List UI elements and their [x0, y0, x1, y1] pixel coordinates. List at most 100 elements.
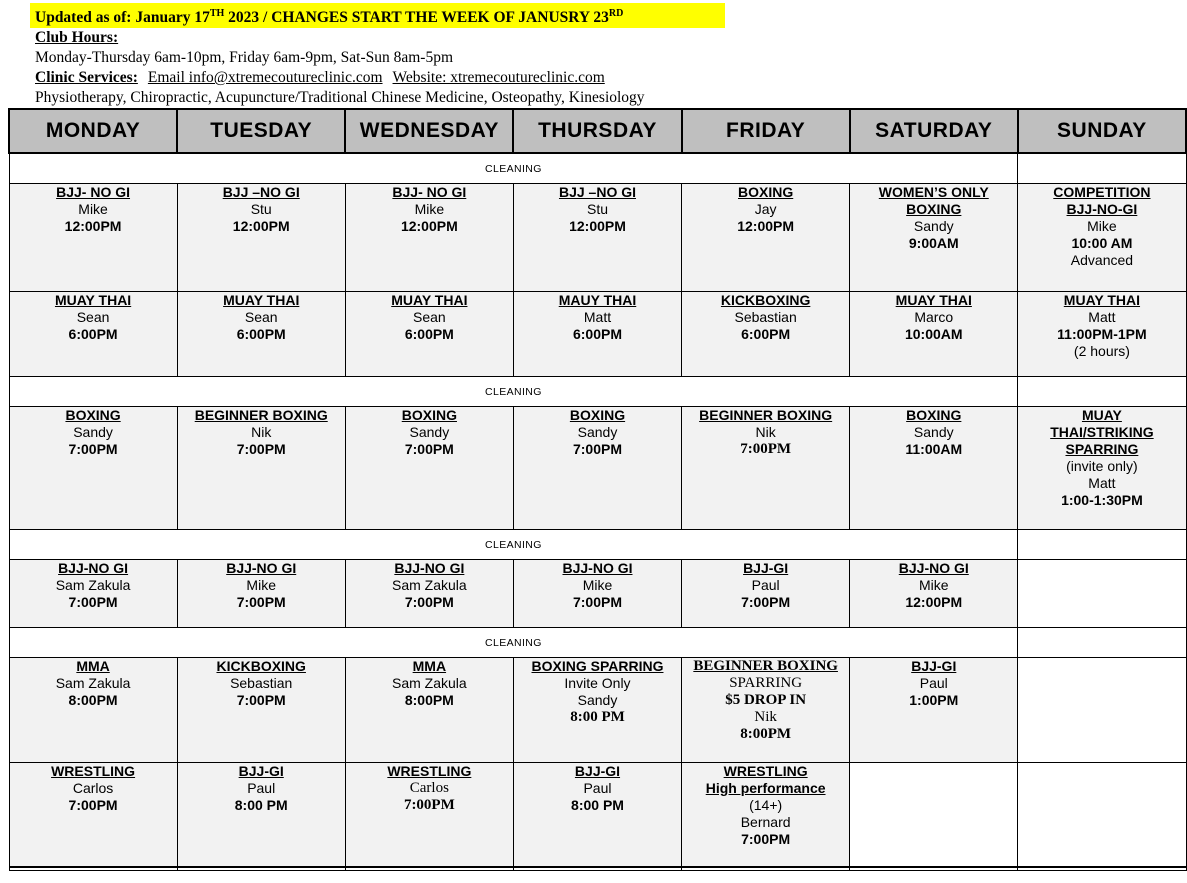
- class-row: WRESTLING Carlos 7:00PM BJJ-GI Paul 8:00 PM WR…: [8, 761, 1187, 868]
- class-cell-monday: MMA Sam Zakula 8:00PM: [8, 656, 178, 763]
- cleaning-label: CLEANING: [484, 386, 542, 399]
- cleaning-label: CLEANING: [484, 637, 542, 650]
- day-header-wednesday: WEDNESDAY: [344, 108, 515, 155]
- class-title: BOXING SPARRING: [531, 657, 664, 674]
- class-detail: SPARRING: [729, 674, 803, 691]
- class-cell-tuesday: BJJ-GI Paul 8:00 PM: [176, 761, 346, 868]
- partial-row: [8, 866, 1187, 871]
- class-detail: Matt: [1088, 308, 1116, 325]
- class-detail: Mike: [918, 576, 949, 593]
- class-time: 11:00PM-1PM: [1057, 325, 1147, 342]
- class-time: 7:00PM: [741, 593, 791, 610]
- cleaning-cell: CLEANING: [8, 626, 1019, 658]
- class-cell-tuesday: BEGINNER BOXING Nik 7:00PM: [176, 405, 346, 530]
- class-time: 12:00PM: [232, 217, 290, 234]
- class-detail: Sean: [244, 308, 278, 325]
- updated-superscript-rd: RD: [608, 8, 624, 19]
- class-title: BJJ- NO GI: [56, 183, 131, 200]
- class-title: BOXING: [569, 406, 626, 423]
- class-title: BJJ-NO GI: [226, 559, 297, 576]
- class-detail: Sandy: [577, 691, 618, 708]
- class-title: BJJ –NO GI: [558, 183, 636, 200]
- cleaning-cell: CLEANING: [8, 152, 1019, 184]
- class-title: COMPETITION: [1053, 183, 1151, 200]
- class-cell-friday: WRESTLING High performance (14+) Bernard 7:0…: [681, 761, 851, 868]
- class-title: BEGINNER BOXING: [693, 657, 838, 674]
- club-hours-label: Club Hours:: [35, 29, 119, 47]
- class-time: 7:00PM: [740, 440, 792, 457]
- class-title: BOXING: [401, 406, 457, 423]
- clinic-disciplines: Physiotherapy, Chiropractic, Acupuncture…: [35, 89, 645, 107]
- class-detail: Mike: [246, 576, 276, 593]
- class-detail: Sam Zakula: [55, 576, 131, 593]
- class-title: WOMEN’S ONLY: [878, 183, 989, 200]
- updated-superscript-th: TH: [209, 8, 225, 19]
- class-title: High performance: [705, 779, 826, 796]
- day-header-monday: MONDAY: [7, 108, 179, 155]
- class-cell-monday: BJJ-NO GI Sam Zakula 7:00PM: [8, 558, 178, 628]
- class-detail: Matt: [583, 308, 612, 325]
- partial-empty-cell: [176, 866, 346, 871]
- clinic-email-link[interactable]: Email info@xtremecoutureclinic.com: [147, 69, 383, 87]
- class-detail: Stu: [586, 200, 608, 217]
- class-title: BJJ-NO GI: [562, 559, 633, 576]
- class-title: KICKBOXING: [720, 291, 811, 308]
- cleaning-cell: CLEANING: [8, 528, 1019, 560]
- clinic-website-link[interactable]: Website: xtremecoutureclinic.com: [392, 69, 605, 87]
- class-detail: Mike: [582, 576, 613, 593]
- cleaning-row: CLEANING: [8, 528, 1187, 560]
- class-title: MUAY THAI: [895, 291, 972, 308]
- class-detail: (14+): [749, 796, 783, 813]
- class-detail: Bernard: [740, 813, 791, 830]
- class-cell-friday: KICKBOXING Sebastian 6:00PM: [681, 290, 851, 377]
- class-cell-wednesday: WRESTLING Carlos 7:00PM: [344, 761, 514, 868]
- class-time: 7:00PM: [741, 830, 791, 847]
- class-cell-wednesday: MUAY THAI Sean 6:00PM: [344, 290, 514, 377]
- partial-empty-cell: [512, 866, 683, 871]
- partial-empty-cell: [681, 866, 851, 871]
- class-title: BEGINNER BOXING: [699, 406, 833, 423]
- class-title: MUAY THAI: [391, 291, 468, 308]
- class-detail: Jay: [754, 200, 777, 217]
- class-detail: Sandy: [913, 217, 954, 234]
- class-time: 12:00PM: [64, 217, 122, 234]
- class-detail: Mike: [1087, 217, 1117, 234]
- day-header-friday: FRIDAY: [680, 108, 851, 155]
- class-detail: Nik: [251, 423, 272, 440]
- class-detail: Sandy: [577, 423, 618, 440]
- class-title: BJJ-GI: [574, 762, 621, 779]
- class-cell-wednesday: BJJ- NO GI Mike 12:00PM: [344, 182, 514, 292]
- class-cell-wednesday: BOXING Sandy 7:00PM: [344, 405, 514, 530]
- class-title: BJJ-NO GI: [394, 559, 465, 576]
- class-time: 7:00PM: [572, 440, 622, 457]
- class-detail: Paul: [247, 779, 276, 796]
- class-title: MMA: [412, 657, 447, 674]
- cleaning-label: CLEANING: [484, 163, 542, 176]
- class-detail: Marco: [914, 308, 954, 325]
- class-title: BJJ-GI: [911, 657, 957, 674]
- class-time: 10:00AM: [904, 325, 963, 342]
- class-detail: Sebastian: [230, 674, 293, 691]
- class-detail: Nik: [754, 708, 777, 725]
- class-time: $5 DROP IN: [725, 691, 807, 708]
- class-row: BJJ- NO GI Mike 12:00PM BJJ –NO GI Stu 12:00P…: [8, 182, 1187, 292]
- class-detail: Sam Zakula: [392, 674, 467, 691]
- class-cell-saturday: BJJ-GI Paul 1:00PM: [849, 656, 1019, 763]
- empty-cell-sunday: [1017, 558, 1187, 628]
- day-header-tuesday: TUESDAY: [176, 108, 347, 155]
- partial-empty-cell: [8, 866, 178, 871]
- class-title: BJJ-NO-GI: [1066, 200, 1138, 217]
- class-title: MMA: [76, 657, 110, 674]
- class-detail: Paul: [751, 576, 780, 593]
- empty-cell-sunday: [1017, 656, 1187, 763]
- class-time: 11:00AM: [905, 440, 963, 457]
- class-row: MUAY THAI Sean 6:00PM MUAY THAI Sean 6:00PM MU…: [8, 290, 1187, 377]
- class-detail: Stu: [250, 200, 272, 217]
- class-title: BJJ-GI: [238, 762, 284, 779]
- class-cell-saturday: MUAY THAI Marco 10:00AM: [849, 290, 1019, 377]
- class-detail: Sandy: [73, 423, 113, 440]
- class-title: THAI/STRIKING: [1050, 423, 1154, 440]
- class-row: MMA Sam Zakula 8:00PM KICKBOXING Sebastian 7:…: [8, 656, 1187, 763]
- class-time: 6:00PM: [572, 325, 622, 342]
- class-time: 8:00 PM: [571, 796, 624, 813]
